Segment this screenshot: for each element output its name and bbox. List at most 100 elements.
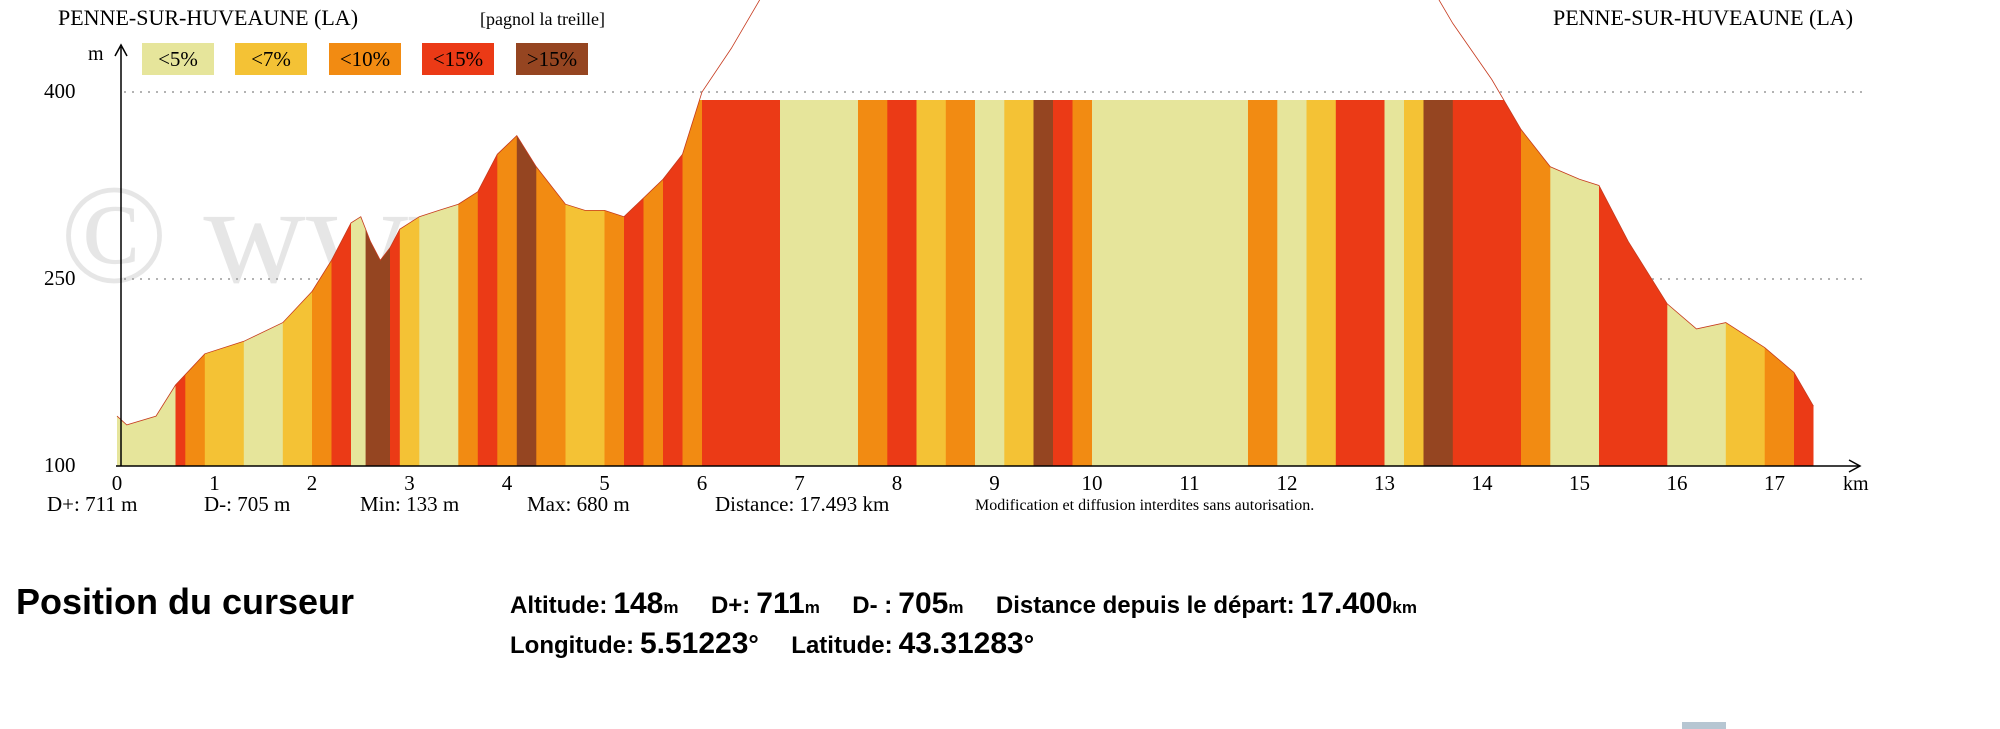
x-tick-label-3: 3 <box>404 471 415 495</box>
distance-unit: km <box>1392 598 1417 617</box>
slope-band-16 <box>516 100 537 466</box>
cursor-row-coordinates: Longitude: 5.51223° Latitude: 43.31283° <box>510 627 1062 661</box>
legend-label-0: <5% <box>158 47 198 71</box>
slope-band-40 <box>1384 100 1405 466</box>
latitude-degree: ° <box>1023 629 1035 659</box>
dplus-label: D+: <box>710 592 751 619</box>
legend-swatch-3 <box>422 43 494 75</box>
y-tick-label-400: 400 <box>44 79 76 103</box>
distance-value: 17.400 <box>1300 587 1393 620</box>
elevation-profile-chart[interactable]: PENNE-SUR-HUVEAUNE (LA) [pagnol la treil… <box>0 0 2000 530</box>
slope-band-36 <box>1248 100 1278 466</box>
x-tick-label-7: 7 <box>794 471 805 495</box>
slope-legend: <5% <7% <10% <15% >15% <box>142 43 588 75</box>
slope-band-49 <box>1725 100 1766 466</box>
slope-band-48 <box>1667 100 1727 466</box>
x-tick-label-17: 17 <box>1764 471 1785 495</box>
cursor-position-panel: Position du curseur Altitude: 148m D+: 711… <box>0 575 2000 695</box>
legend-item-4: >15% <box>516 43 588 75</box>
dminus-unit: m <box>948 598 964 617</box>
x-tick-label-16: 16 <box>1667 471 1688 495</box>
x-tick-label-2: 2 <box>307 471 318 495</box>
slope-band-37 <box>1277 100 1308 466</box>
legend-item-3: <15% <box>422 43 494 75</box>
cursor-panel-title: Position du curseur <box>16 581 355 622</box>
legend-label-1: <7% <box>251 47 291 71</box>
stat-max: Max: 680 m <box>527 492 630 516</box>
slope-band-41 <box>1404 100 1425 466</box>
longitude-degree: ° <box>748 629 759 659</box>
slope-band-51 <box>1794 100 1814 466</box>
slope-band-30 <box>975 100 1005 466</box>
legend-swatch-1 <box>235 43 307 75</box>
stat-d-plus: D+: 711 m <box>47 492 137 516</box>
slope-band-42 <box>1423 100 1454 466</box>
slope-band-34 <box>1072 100 1093 466</box>
end-place-label: PENNE-SUR-HUVEAUNE (LA) <box>1553 5 1853 30</box>
x-tick-label-1: 1 <box>209 471 220 495</box>
longitude-value: 5.51223 <box>639 627 749 660</box>
legend-label-2: <10% <box>340 47 390 71</box>
cursor-row-primary: Altitude: 148m D+: 711m D- :705m Distance … <box>510 587 1445 621</box>
slope-band-28 <box>916 100 947 466</box>
longitude-label: Longitude: <box>510 632 634 659</box>
latitude-label: Latitude: <box>791 632 893 659</box>
x-axis-unit-label: km <box>1843 473 1869 495</box>
slope-band-15 <box>497 100 518 466</box>
dminus-label: D- : <box>852 592 893 619</box>
y-axis-arrow <box>114 43 128 57</box>
legend-item-0: <5% <box>142 43 214 75</box>
slope-band-44 <box>1521 100 1551 466</box>
legend-item-1: <7% <box>235 43 307 75</box>
legend-swatch-4 <box>516 43 588 75</box>
stat-min: Min: 133 m <box>360 492 459 516</box>
x-tick-label-15: 15 <box>1569 471 1590 495</box>
corner-control-widget[interactable] <box>1682 722 1726 729</box>
distance-label: Distance depuis le départ: <box>995 592 1295 619</box>
slope-band-32 <box>1033 100 1054 466</box>
x-tick-label-6: 6 <box>697 471 708 495</box>
start-place-label: PENNE-SUR-HUVEAUNE (LA) <box>58 5 358 30</box>
stat-d-minus: D-: 705 m <box>204 492 290 516</box>
profile-outline <box>116 0 1814 426</box>
slope-band-23 <box>682 100 703 466</box>
slope-band-45 <box>1550 100 1600 466</box>
slope-band-46 <box>1599 100 1629 466</box>
slope-band-33 <box>1053 100 1074 466</box>
slope-band-24 <box>702 100 781 466</box>
x-tick-label-14: 14 <box>1472 471 1494 495</box>
legend-label-4: >15% <box>527 47 577 71</box>
slope-band-35 <box>1092 100 1249 466</box>
altitude-unit: m <box>663 598 679 617</box>
slope-band-22 <box>663 100 684 466</box>
x-tick-label-5: 5 <box>599 471 610 495</box>
x-axis-arrow <box>1848 459 1862 473</box>
y-axis-unit-label: m <box>88 43 104 65</box>
slope-band-27 <box>887 100 918 466</box>
route-name-label: [pagnol la treille] <box>480 9 605 29</box>
y-tick-label-250: 250 <box>44 266 76 290</box>
slope-band-50 <box>1764 100 1795 466</box>
dminus-value: 705 <box>898 587 949 620</box>
legend-item-2: <10% <box>329 43 401 75</box>
x-tick-label-8: 8 <box>892 471 903 495</box>
slope-band-26 <box>858 100 888 466</box>
slope-band-10 <box>390 100 401 466</box>
copyright-notice: Modification et diffusion interdites san… <box>975 497 1314 514</box>
x-tick-labels: 0 1 2 3 4 5 6 7 8 9 10 11 12 13 14 15 16 17 <box>112 471 1785 495</box>
slope-band-43 <box>1452 100 1522 466</box>
slope-band-39 <box>1335 100 1386 466</box>
slope-band-47 <box>1628 100 1668 466</box>
altitude-value: 148 <box>613 587 664 620</box>
slope-band-31 <box>1004 100 1035 466</box>
x-tick-label-10: 10 <box>1082 471 1103 495</box>
slope-band-25 <box>780 100 859 466</box>
dplus-unit: m <box>804 598 820 617</box>
latitude-value: 43.31283 <box>898 627 1024 660</box>
x-tick-label-9: 9 <box>989 471 1000 495</box>
stat-distance: Distance: 17.493 km <box>715 492 889 516</box>
x-tick-label-13: 13 <box>1374 471 1395 495</box>
slope-band-14 <box>477 100 498 466</box>
x-tick-label-4: 4 <box>502 471 513 495</box>
x-tick-label-12: 12 <box>1277 471 1298 495</box>
